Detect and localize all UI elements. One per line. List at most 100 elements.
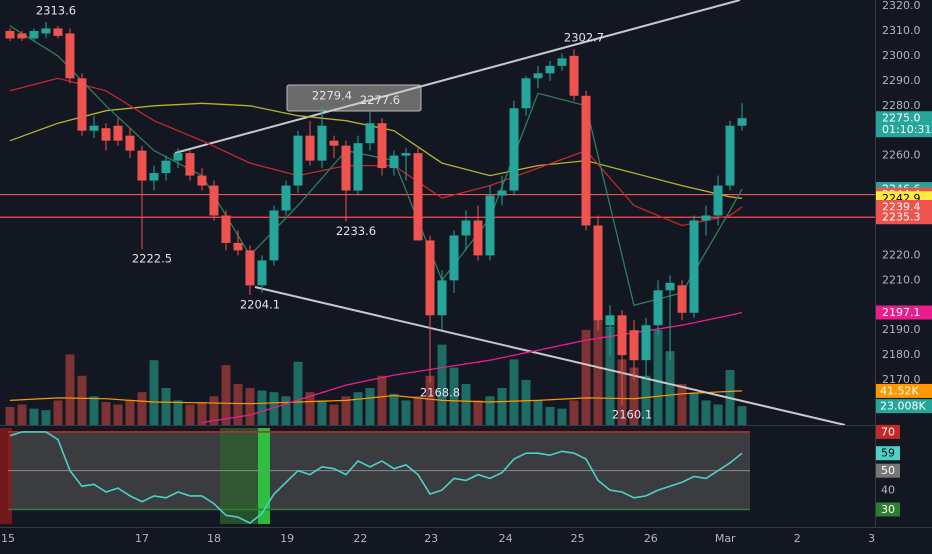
candle-body: [641, 325, 651, 361]
x-tick-label: 15: [1, 532, 15, 545]
volume-bar: [401, 400, 411, 425]
high-low-label: 2313.6: [36, 3, 76, 17]
y-tick-label: 2320.0: [882, 0, 921, 12]
candle-body: [461, 220, 471, 236]
candle-body: [677, 285, 687, 313]
volume-layer: [5, 318, 747, 425]
volume-bar: [641, 375, 651, 425]
candle-body: [737, 118, 747, 126]
candle-body: [485, 195, 495, 256]
high-low-label: 2279.4: [312, 89, 352, 103]
candle-body: [653, 290, 663, 326]
volume-bar: [521, 379, 531, 425]
volume-bar: [533, 400, 543, 425]
volume-bar: [461, 383, 471, 425]
volume-bar: [185, 404, 195, 425]
rsi-tick-box: [876, 463, 900, 478]
volume-bar: [581, 329, 591, 425]
candle-body: [269, 210, 279, 261]
candle-body: [377, 123, 387, 169]
candle-body: [509, 108, 519, 191]
candle-body: [449, 235, 459, 281]
volume-bar: [29, 408, 39, 425]
volume-bar: [629, 367, 639, 425]
countdown-label: 01:10:31: [882, 123, 931, 136]
high-low-label: 2302.7: [564, 31, 604, 45]
candle-body: [245, 250, 255, 286]
x-tick-label: 3: [868, 532, 875, 545]
candle-body: [521, 78, 531, 109]
volume-bar: [305, 392, 315, 425]
candle-body: [173, 153, 183, 161]
candle-body: [257, 260, 267, 286]
candle-body: [185, 153, 195, 176]
volume-bar: [677, 383, 687, 425]
candle-body: [221, 215, 231, 243]
candle-body: [113, 125, 123, 141]
volume-bar: [389, 393, 399, 425]
volume-bar: [197, 402, 207, 425]
volume-bar: [221, 365, 231, 425]
trendline: [254, 286, 846, 425]
candle-body: [209, 185, 219, 216]
high-low-label: 2233.6: [336, 224, 376, 238]
x-tick-label: 17: [135, 532, 149, 545]
volume-bar: [233, 383, 243, 425]
price-label: 2197.1: [882, 306, 921, 319]
candle-body: [413, 153, 423, 241]
candle-body: [425, 240, 435, 316]
candle-body: [629, 330, 639, 361]
price-label-box: [876, 210, 932, 225]
candle-body: [137, 150, 147, 181]
volume-bar: [17, 404, 27, 425]
rsi-value-label: 59: [881, 447, 895, 460]
x-tick-label: 23: [424, 532, 438, 545]
volume-bar: [125, 400, 135, 425]
volume-bar: [449, 367, 459, 425]
rsi-tick-label: 40: [881, 484, 895, 497]
y-tick-label: 2210.0: [882, 273, 921, 286]
volume-label: 23.008K: [880, 400, 926, 413]
volume-bar: [149, 360, 159, 425]
volume-bar: [653, 329, 663, 425]
candle-body: [581, 95, 591, 226]
candle-body: [545, 65, 555, 74]
high-low-label: 2160.1: [612, 407, 652, 421]
y-tick-label: 2280.0: [882, 99, 921, 112]
trendline: [174, 0, 741, 154]
oversold-highlight: [220, 428, 258, 524]
volume-bar: [65, 354, 75, 425]
candle-body: [293, 135, 303, 186]
candle-body: [617, 315, 627, 356]
candle-body: [473, 220, 483, 256]
candle-body: [149, 173, 159, 181]
candle-body: [53, 28, 63, 36]
volume-bar: [113, 404, 123, 425]
candle-body: [569, 55, 579, 96]
rsi-value-box: [876, 446, 900, 461]
candle-body: [401, 153, 411, 156]
candle-body: [77, 78, 87, 131]
volume-bar: [509, 359, 519, 425]
volume-bar: [173, 400, 183, 425]
candle-body: [701, 215, 711, 221]
x-tick-label: 22: [353, 532, 367, 545]
high-low-label: 2222.5: [132, 252, 172, 266]
volume-bar: [257, 390, 267, 425]
volume-bar: [269, 392, 279, 425]
candle-body: [41, 28, 51, 34]
volume-bar: [557, 408, 567, 425]
candle-body: [437, 280, 447, 316]
volume-bar: [425, 375, 435, 425]
y-tick-label: 2180.0: [882, 348, 921, 361]
volume-bar: [341, 396, 351, 425]
high-low-label: 2204.1: [240, 298, 280, 312]
candle-body: [101, 128, 111, 141]
candle-body: [89, 125, 99, 131]
volume-bar: [497, 388, 507, 425]
volume-bar: [5, 406, 15, 425]
volume-average: [9, 390, 743, 405]
x-tick-label: Mar: [715, 532, 736, 545]
volume-bar: [293, 361, 303, 425]
